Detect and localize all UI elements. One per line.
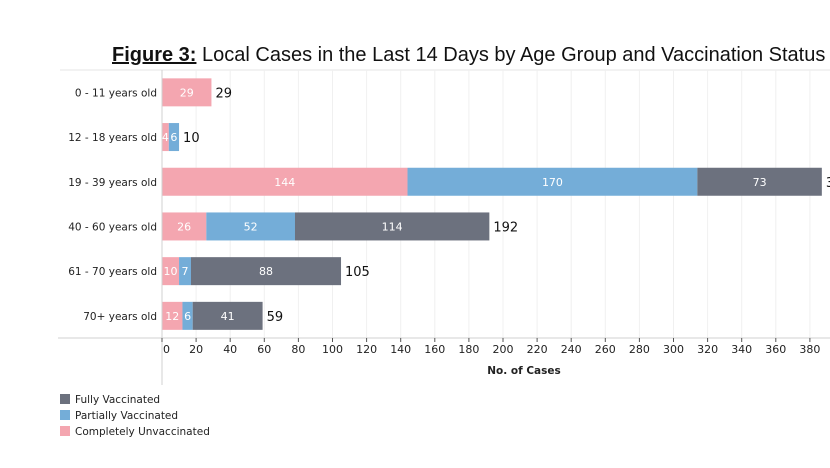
x-tick-label: 320 [697, 343, 718, 356]
x-tick-label: 60 [257, 343, 271, 356]
bar-segment [179, 257, 191, 286]
x-tick-label: 380 [799, 343, 820, 356]
bar-segment [190, 257, 342, 286]
bar-segment-label: 41 [221, 310, 235, 323]
bar-segment-label: 10 [164, 265, 178, 278]
category-label: 19 - 39 years old [68, 177, 157, 189]
bar-segment-label: 29 [180, 86, 194, 99]
x-tick-label: 80 [291, 343, 305, 356]
bar-total-label: 387 [826, 176, 830, 191]
gridlines [60, 69, 830, 338]
bar-segment-label: 12 [165, 310, 179, 323]
bar-segment [162, 78, 212, 107]
category-label: 70+ years old [83, 311, 157, 323]
legend-swatch [60, 426, 70, 436]
bar-segment-label: 144 [274, 176, 295, 189]
legend-label: Partially Vaccinated [75, 410, 178, 422]
category-label: 61 - 70 years old [68, 266, 157, 278]
x-tick-label: 340 [731, 343, 752, 356]
bar-segment-label: 88 [259, 265, 273, 278]
x-tick-label: 300 [663, 343, 684, 356]
category-label: 40 - 60 years old [68, 221, 157, 233]
x-tick-label: 280 [629, 343, 650, 356]
category-label: 12 - 18 years old [68, 132, 157, 144]
figure-number: Figure 3: [112, 44, 197, 66]
axes: 0 20 40 60 80 100 120 140 160 180 200 220 240 260 280 3… [58, 70, 830, 385]
bar-segment-label: 4 [162, 131, 169, 144]
legend-label: Fully Vaccinated [75, 394, 160, 406]
bar-segment-label: 26 [177, 220, 191, 233]
bar-segment [162, 212, 207, 241]
x-tick-label: 0 [163, 343, 170, 356]
x-tick-label: 120 [356, 343, 377, 356]
bar-segment-label: 114 [382, 220, 403, 233]
bar-segment [182, 301, 193, 330]
bar-segment [407, 167, 698, 196]
bars: 2929461014417073387265211419210788105126… [162, 78, 830, 330]
bar-total-label: 10 [183, 131, 200, 146]
x-tick-label: 360 [765, 343, 786, 356]
x-tick-label: 100 [322, 343, 343, 356]
legend-label: Completely Unvaccinated [75, 426, 210, 438]
bar-total-label: 59 [267, 310, 284, 325]
bar-total-label: 29 [215, 86, 232, 101]
bar-segment-label: 73 [753, 176, 767, 189]
category-label: 0 - 11 years old [75, 87, 157, 99]
bar-segment [697, 167, 822, 196]
x-tick-label: 160 [424, 343, 445, 356]
x-tick-label: 40 [223, 343, 237, 356]
x-tick-label: 140 [390, 343, 411, 356]
bar-segment [168, 123, 180, 152]
chart-title: Figure 3: Local Cases in the Last 14 Day… [112, 44, 825, 67]
title-text: Local Cases in the Last 14 Days by Age G… [196, 44, 826, 66]
x-tick-label: 200 [493, 343, 514, 356]
bar-segment-label: 6 [170, 131, 177, 144]
bar-segment-label: 7 [182, 265, 189, 278]
x-axis-title: No. of Cases [487, 365, 561, 377]
bar-segment [162, 167, 408, 196]
bar-total-label: 105 [345, 265, 370, 280]
bar-segment-label: 170 [542, 176, 563, 189]
bar-segment [162, 301, 183, 330]
legend-swatch [60, 394, 70, 404]
bar-segment [162, 257, 180, 286]
legend-swatch [60, 410, 70, 420]
bar-segment [294, 212, 490, 241]
x-tick-label: 220 [527, 343, 548, 356]
bar-segment [206, 212, 295, 241]
bar-segment [192, 301, 263, 330]
bar-total-label: 192 [493, 220, 518, 235]
x-tick-label: 180 [458, 343, 479, 356]
bar-segment [162, 123, 169, 152]
x-tick-label: 240 [561, 343, 582, 356]
bar-segment-label: 52 [244, 220, 258, 233]
bar-segment-label: 6 [184, 310, 191, 323]
x-tick-label: 20 [189, 343, 203, 356]
x-tick-label: 260 [595, 343, 616, 356]
legend: Fully Vaccinated Partially Vaccinated Comp… [60, 394, 210, 438]
